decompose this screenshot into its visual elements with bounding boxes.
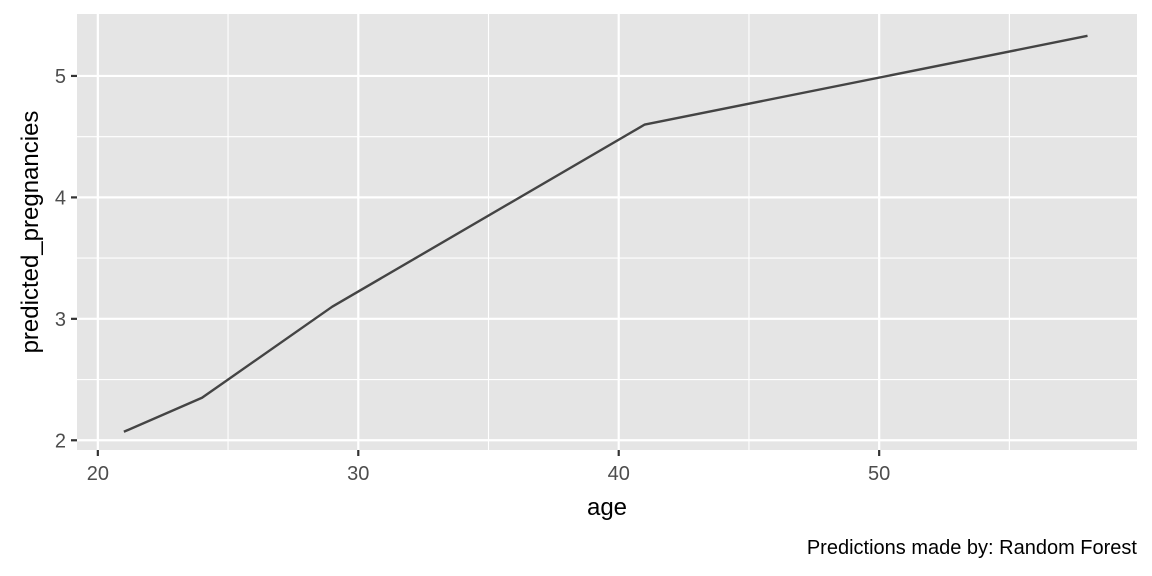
minor-gridlines (77, 14, 1137, 450)
x-tick-label: 30 (347, 463, 369, 485)
y-tick-label: 5 (55, 66, 66, 88)
x-tick-label: 20 (87, 463, 109, 485)
major-gridlines (77, 14, 1137, 450)
x-axis-title: age (587, 494, 627, 521)
y-tick-label: 3 (55, 309, 66, 331)
x-tick-label: 40 (608, 463, 630, 485)
y-tick-label: 4 (55, 187, 66, 209)
y-axis: 2 3 4 5 (55, 66, 77, 452)
plot-panel (77, 14, 1137, 450)
y-tick-label: 2 (55, 430, 66, 452)
y-axis-title: predicted_pregnancies (17, 111, 44, 354)
x-axis: 20 30 40 50 (87, 450, 890, 485)
x-tick-label: 50 (868, 463, 890, 485)
series-layer (123, 34, 1088, 433)
series-line (123, 34, 1088, 433)
chart-caption: Predictions made by: Random Forest (807, 537, 1138, 559)
